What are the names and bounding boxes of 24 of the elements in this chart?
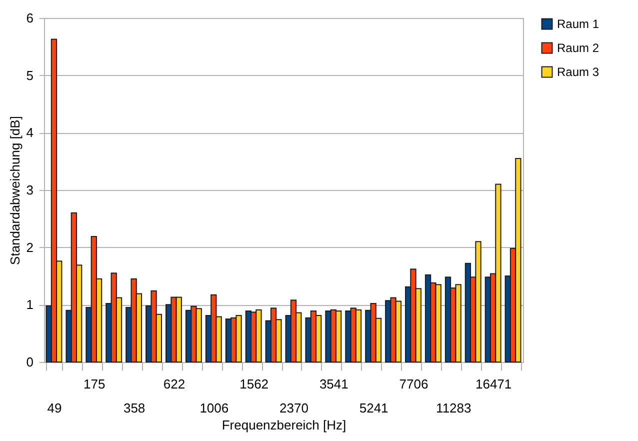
y-tick-label: 1: [26, 297, 34, 312]
y-tick-label: 5: [26, 68, 34, 83]
x-tick-label: 7706: [399, 376, 428, 392]
x-tick-label: 1562: [240, 376, 269, 392]
legend-label: Raum 1: [557, 17, 600, 31]
y-tick-label: 6: [26, 10, 34, 26]
x-axis-title: Frequenzbereich [Hz]: [222, 418, 346, 432]
x-tick-label: 358: [123, 400, 146, 416]
x-tick-label: 2370: [280, 400, 308, 416]
x-tick-label: 16471: [475, 376, 512, 392]
x-tick-label: 175: [84, 376, 106, 392]
x-tick-label: 49: [47, 400, 62, 416]
y-tick-label: 2: [26, 240, 34, 255]
x-tick-label: 3541: [319, 376, 348, 392]
x-tick-label: 5241: [359, 400, 388, 416]
x-tick-label: 1006: [200, 400, 229, 416]
y-axis-title: Standardabweichung [dB]: [7, 116, 22, 265]
legend-label: Raum 3: [557, 65, 600, 79]
legend-label: Raum 2: [557, 41, 600, 55]
y-tick-label: 3: [26, 182, 34, 198]
y-tick-label: 0: [26, 354, 34, 370]
y-tick-label: 4: [26, 125, 34, 140]
x-tick-label: 11283: [436, 400, 472, 416]
x-tick-label: 622: [163, 376, 186, 392]
